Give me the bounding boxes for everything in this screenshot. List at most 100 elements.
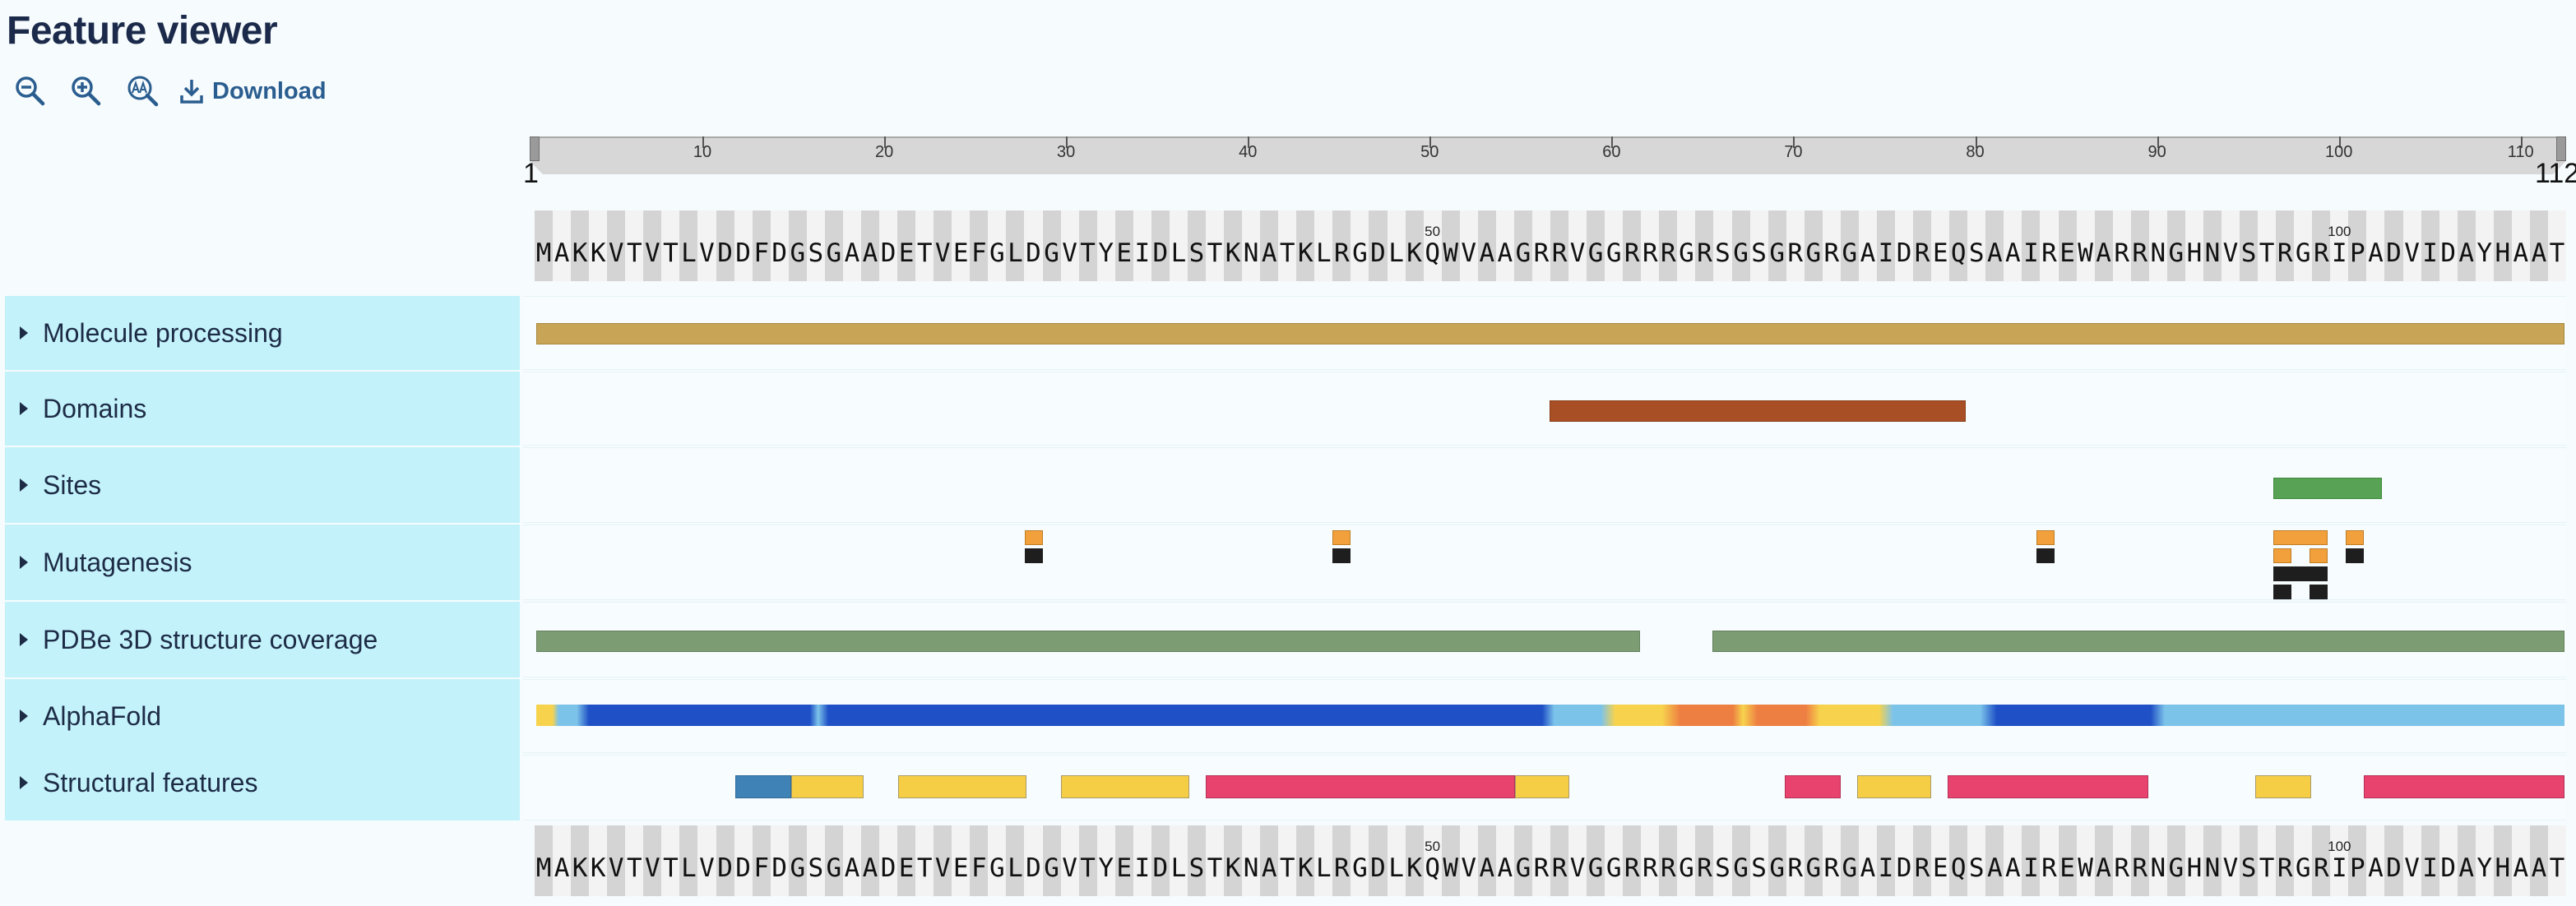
sequence-residue[interactable]: A xyxy=(2368,853,2384,883)
sequence-residue[interactable]: A xyxy=(2458,853,2475,883)
site-feature[interactable] xyxy=(2273,478,2382,499)
sequence-residue[interactable]: D xyxy=(1152,853,1169,883)
mutagenesis-feature[interactable] xyxy=(2273,566,2328,581)
sequence-residue[interactable]: A xyxy=(1860,853,1876,883)
sequence-residue[interactable]: S xyxy=(1968,238,1985,268)
sequence-residue[interactable]: Q xyxy=(1950,853,1967,883)
sequence-residue[interactable]: M xyxy=(535,238,552,268)
sequence-residue[interactable]: V xyxy=(2404,853,2420,883)
sequence-residue[interactable]: A xyxy=(862,238,878,268)
mutagenesis-feature[interactable] xyxy=(2273,585,2291,599)
sequence-residue[interactable]: A xyxy=(2513,853,2529,883)
pdbe-coverage-feature[interactable] xyxy=(536,631,1640,652)
sequence-residue[interactable]: K xyxy=(590,238,606,268)
mutagenesis-feature[interactable] xyxy=(1332,548,1351,563)
sequence-residue[interactable]: V xyxy=(1461,238,1477,268)
sequence-residue[interactable]: E xyxy=(898,853,915,883)
sequence-residue[interactable]: R xyxy=(1624,853,1640,883)
sequence-residue[interactable]: R xyxy=(1914,853,1930,883)
mutagenesis-feature[interactable] xyxy=(2273,530,2328,545)
sequence-residue[interactable]: G xyxy=(826,238,842,268)
strand-feature[interactable] xyxy=(1061,775,1189,798)
sequence-residue[interactable]: A xyxy=(2458,238,2475,268)
sequence-residue[interactable]: D xyxy=(2440,238,2456,268)
sequence-residue[interactable]: G xyxy=(1044,853,1059,883)
sequence-residue[interactable]: A xyxy=(2531,853,2547,883)
sequence-residue[interactable]: R xyxy=(1334,853,1350,883)
sequence-residue[interactable]: T xyxy=(663,853,679,883)
sequence-residue[interactable]: E xyxy=(952,238,969,268)
sequence-residue[interactable]: V xyxy=(1461,853,1477,883)
sequence-residue[interactable]: A xyxy=(2096,238,2111,268)
sequence-residue[interactable]: L xyxy=(681,853,697,883)
sequence-residue[interactable]: I xyxy=(1878,238,1894,268)
sequence-residue[interactable]: R xyxy=(2277,853,2293,883)
sequence-residue[interactable]: W xyxy=(2078,853,2093,883)
sequence-residue[interactable]: V xyxy=(1569,853,1586,883)
sequence-residue[interactable]: S xyxy=(1188,853,1205,883)
sequence-residue[interactable]: R xyxy=(1334,238,1350,268)
sequence-residue[interactable]: L xyxy=(1170,853,1187,883)
ruler-right-handle[interactable] xyxy=(2556,136,2566,161)
sequence-residue[interactable]: T xyxy=(2259,853,2275,883)
category-toggle[interactable]: Domains xyxy=(5,372,520,446)
sequence-residue[interactable]: T xyxy=(1279,238,1295,268)
sequence-residue[interactable]: N xyxy=(2150,238,2166,268)
sequence-residue[interactable]: A xyxy=(1479,238,1495,268)
sequence-residue[interactable]: Y xyxy=(2476,238,2493,268)
sequence-residue[interactable]: R xyxy=(1914,238,1930,268)
sequence-residue[interactable]: A xyxy=(844,853,860,883)
sequence-residue[interactable]: N xyxy=(2204,238,2221,268)
sequence-residue[interactable]: S xyxy=(1751,238,1767,268)
sequence-residue[interactable]: A xyxy=(2513,238,2529,268)
sequence-residue[interactable]: D xyxy=(1896,238,1912,268)
sequence-residue[interactable]: D xyxy=(2386,853,2402,883)
sequence-residue[interactable]: G xyxy=(1515,853,1531,883)
zoom-out-button[interactable] xyxy=(13,71,48,112)
chain-feature[interactable] xyxy=(536,323,2564,344)
sequence-residue[interactable]: E xyxy=(1932,238,1948,268)
sequence-residue[interactable]: D xyxy=(1026,853,1041,883)
sequence-residue[interactable]: G xyxy=(1769,853,1785,883)
sequence-residue[interactable]: R xyxy=(1823,238,1840,268)
sequence-residue[interactable]: N xyxy=(1243,853,1259,883)
sequence-residue[interactable]: D xyxy=(771,238,788,268)
sequence-residue[interactable]: R xyxy=(1697,238,1712,268)
sequence-residue[interactable]: A xyxy=(2368,238,2384,268)
category-toggle[interactable]: Structural features xyxy=(5,745,520,820)
sequence-residue[interactable]: V xyxy=(608,853,624,883)
sequence-residue[interactable]: E xyxy=(2059,238,2075,268)
sequence-residue[interactable]: T xyxy=(2549,853,2565,883)
sequence-residue[interactable]: F xyxy=(753,853,769,883)
strand-feature[interactable] xyxy=(2255,775,2311,798)
sequence-residue[interactable]: G xyxy=(2295,853,2311,883)
sequence-residue[interactable]: Q xyxy=(1950,238,1967,268)
sequence-residue[interactable]: A xyxy=(1860,238,1876,268)
sequence-residue[interactable]: G xyxy=(1352,853,1368,883)
sequence-residue[interactable]: R xyxy=(2132,853,2148,883)
sequence-residue[interactable]: V xyxy=(934,853,951,883)
sequence-residue[interactable]: I xyxy=(1134,238,1151,268)
sequence-residue[interactable]: R xyxy=(2114,238,2130,268)
sequence-residue[interactable]: G xyxy=(1733,238,1749,268)
sequence-residue[interactable]: R xyxy=(1642,238,1658,268)
sequence-residue[interactable]: V xyxy=(608,238,624,268)
sequence-residue[interactable]: D xyxy=(880,238,897,268)
ruler-left-handle[interactable] xyxy=(530,136,540,161)
sequence-residue[interactable]: A xyxy=(1986,238,2003,268)
sequence-residue[interactable]: G xyxy=(2168,853,2185,883)
mutagenesis-feature[interactable] xyxy=(2036,548,2055,563)
mutagenesis-feature[interactable] xyxy=(2310,585,2328,599)
sequence-residue[interactable]: D xyxy=(1370,853,1386,883)
sequence-residue[interactable]: K xyxy=(1225,853,1241,883)
sequence-residue[interactable]: I xyxy=(2023,238,2039,268)
sequence-residue[interactable]: T xyxy=(2259,238,2275,268)
sequence-residue[interactable]: G xyxy=(989,238,1005,268)
helix-feature[interactable] xyxy=(1206,775,1515,798)
mutagenesis-feature[interactable] xyxy=(1025,530,1043,545)
sequence-residue[interactable]: R xyxy=(2313,238,2329,268)
mutagenesis-feature[interactable] xyxy=(2273,548,2291,563)
sequence-residue[interactable]: T xyxy=(916,853,933,883)
sequence-residue[interactable]: R xyxy=(1533,853,1550,883)
helix-feature[interactable] xyxy=(2364,775,2564,798)
